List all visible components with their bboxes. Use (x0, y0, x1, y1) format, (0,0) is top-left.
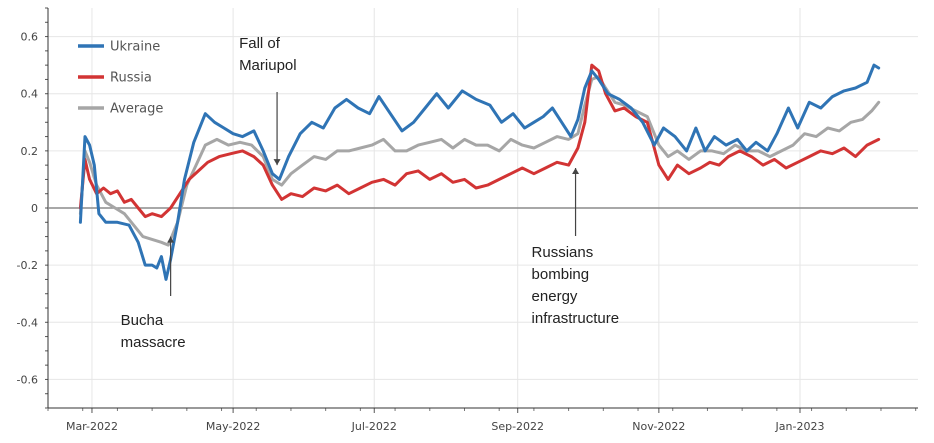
annotation-energy-text: infrastructure (532, 310, 620, 327)
annotation-energy-text: energy (532, 288, 578, 305)
annotation-energy-arrow-head (572, 168, 580, 174)
legend-label-russia: Russia (110, 71, 152, 86)
y-tick-label: -0.4 (17, 316, 38, 329)
legend-label-ukraine: Ukraine (110, 40, 160, 55)
x-tick-label: Mar-2022 (66, 420, 118, 433)
series-line-russia (78, 63, 881, 219)
y-tick-label: 0.6 (21, 31, 39, 44)
y-tick-label: 0 (31, 202, 38, 215)
y-tick-label: 0.2 (21, 145, 39, 158)
tick-labels: -0.6 -0.4 -0.2 0 0.2 0.4 0.6 Mar-2022 May-2022 Ju… (17, 31, 825, 433)
x-tick-label: Jul-2022 (351, 420, 397, 433)
legend-label-average: Average (110, 102, 163, 117)
annotation-bucha-arrow-head (167, 236, 175, 243)
x-tick-label: Sep-2022 (491, 420, 544, 433)
series-line-ukraine (78, 63, 881, 281)
annotation-mariupol-arrow-head (273, 159, 281, 166)
y-tick-label: 0.4 (21, 88, 39, 101)
y-tick-label: -0.2 (17, 259, 38, 272)
series-line-average (78, 75, 881, 247)
series-lines (78, 63, 881, 281)
annotation-energy-text: bombing (532, 266, 590, 283)
y-tick-label: -0.6 (17, 373, 38, 386)
annotation-bucha-text: massacre (121, 334, 186, 351)
x-tick-label: Jan-2023 (775, 420, 825, 433)
annotation-bucha-text: Bucha (121, 312, 164, 329)
x-tick-label: May-2022 (206, 420, 261, 433)
annotation-energy-text: Russians (532, 244, 594, 261)
annotation-mariupol-text: Fall of (239, 35, 281, 52)
x-tick-label: Nov-2022 (632, 420, 685, 433)
legend: Ukraine Russia Average (78, 40, 163, 117)
annotation-mariupol-text: Mariupol (239, 57, 297, 74)
annotations: Fall of Mariupol Bucha massacre Russians bomb… (121, 35, 619, 351)
axes (45, 7, 918, 413)
